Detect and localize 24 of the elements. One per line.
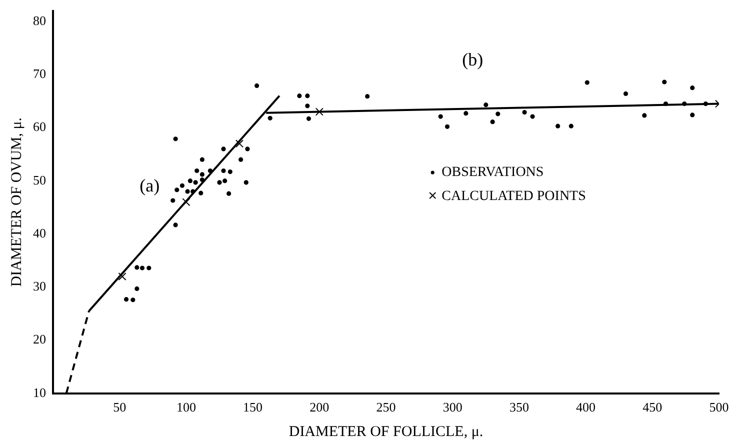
x-axis-title: DIAMETER OF FOLLICLE, μ. [288,424,484,440]
y-tick-label: 50 [33,172,46,188]
y-axis-title: DIAMETER OF OVUM, μ. [8,117,25,287]
x-tick-label: 350 [509,400,529,415]
y-tick-label: 40 [33,225,46,240]
legend-label: OBSERVATIONS [442,165,544,180]
y-tick-label: 10 [33,384,46,400]
y-tick-label: 80 [33,12,46,28]
y-tick-label: 70 [33,66,46,81]
x-tick-label: 200 [310,400,330,415]
y-tick-label: 20 [33,332,46,347]
legend-label: CALCULATED POINTS [442,189,586,204]
y-tick-label: 60 [33,119,46,134]
x-tick-label: 300 [442,400,462,415]
x-tick-label: 250 [376,400,396,415]
annotation: (a) [140,176,160,196]
x-tick-label: 500 [709,400,729,415]
x-tick-label: 100 [176,400,196,415]
y-tick-label: 30 [33,278,46,294]
annotation: (b) [462,49,484,70]
x-tick-label: 150 [243,400,263,415]
x-tick-label: 50 [113,400,126,415]
x-tick-label: 450 [642,400,662,415]
x-tick-label: 400 [576,400,596,415]
